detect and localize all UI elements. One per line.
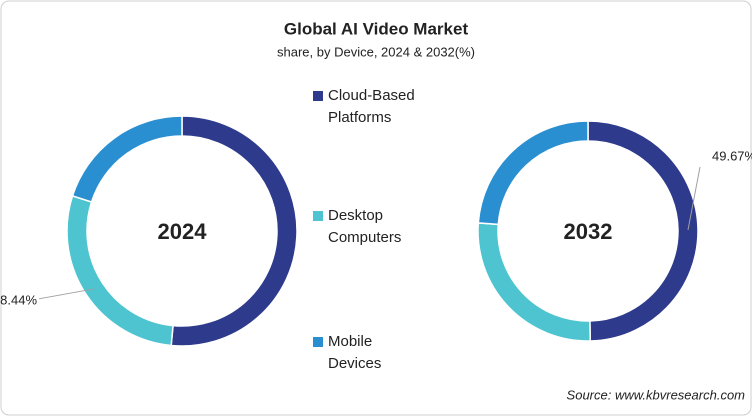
legend-swatch (313, 211, 323, 221)
center-label: 2024 (158, 219, 208, 244)
data-label: 49.67% (712, 148, 752, 163)
legend-swatch (313, 337, 323, 347)
legend-label: Desktop Computers (328, 207, 401, 246)
chart-title: Global AI Video Market (284, 19, 469, 38)
center-label: 2032 (564, 219, 613, 244)
legend-swatch (313, 91, 323, 101)
leader-line (687, 166, 701, 231)
legend-label: Mobile Devices (328, 333, 381, 372)
legend-label: Cloud-Based Platforms (328, 87, 415, 126)
leader-line (38, 288, 95, 300)
data-label: 28.44% (0, 292, 37, 307)
source: Source: www.kbvresearch.com (567, 387, 746, 402)
donut-segment (71, 115, 183, 203)
chart-subtitle: share, by Device, 2024 & 2032(%) (277, 44, 475, 59)
donut-segment (477, 120, 589, 226)
